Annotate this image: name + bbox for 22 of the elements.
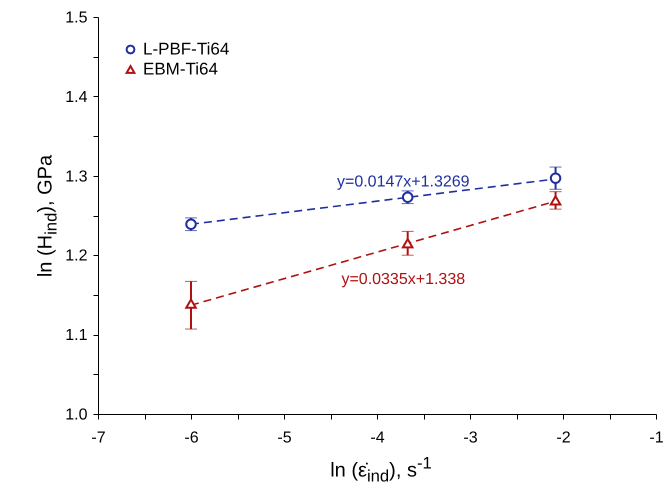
y-tick-label: 1.3 [65,168,88,186]
x-tick-label: -2 [556,430,571,446]
y-tick-label: 1.4 [65,88,88,106]
x-tick-label: -4 [370,430,385,446]
x-tick-label: -1 [649,430,664,446]
x-axis-title: ln (ε̇$_{ind}$), s$^{-1}$ [330,454,432,486]
point [185,298,197,309]
x-tick-label: -6 [184,430,199,446]
x-tick-label: -5 [277,430,292,446]
y-tick-label: 1.5 [65,10,88,26]
y-tick-label: 1.1 [65,327,88,344]
legend-label: EBM-Ti64 [143,60,218,78]
annotation: y=0.0335x+1.338 [341,271,466,288]
y-tick-label: 1.0 [65,406,88,424]
point [550,172,562,184]
x-tick-label: -3 [463,430,478,446]
y-tick-label: 1.2 [65,248,88,265]
x-tick-label: -7 [91,430,106,446]
legend-label: L-PBF-Ti64 [143,40,230,58]
point [550,195,562,206]
point [402,238,414,248]
annotation: y=0.0147x+1.3269 [337,174,470,191]
